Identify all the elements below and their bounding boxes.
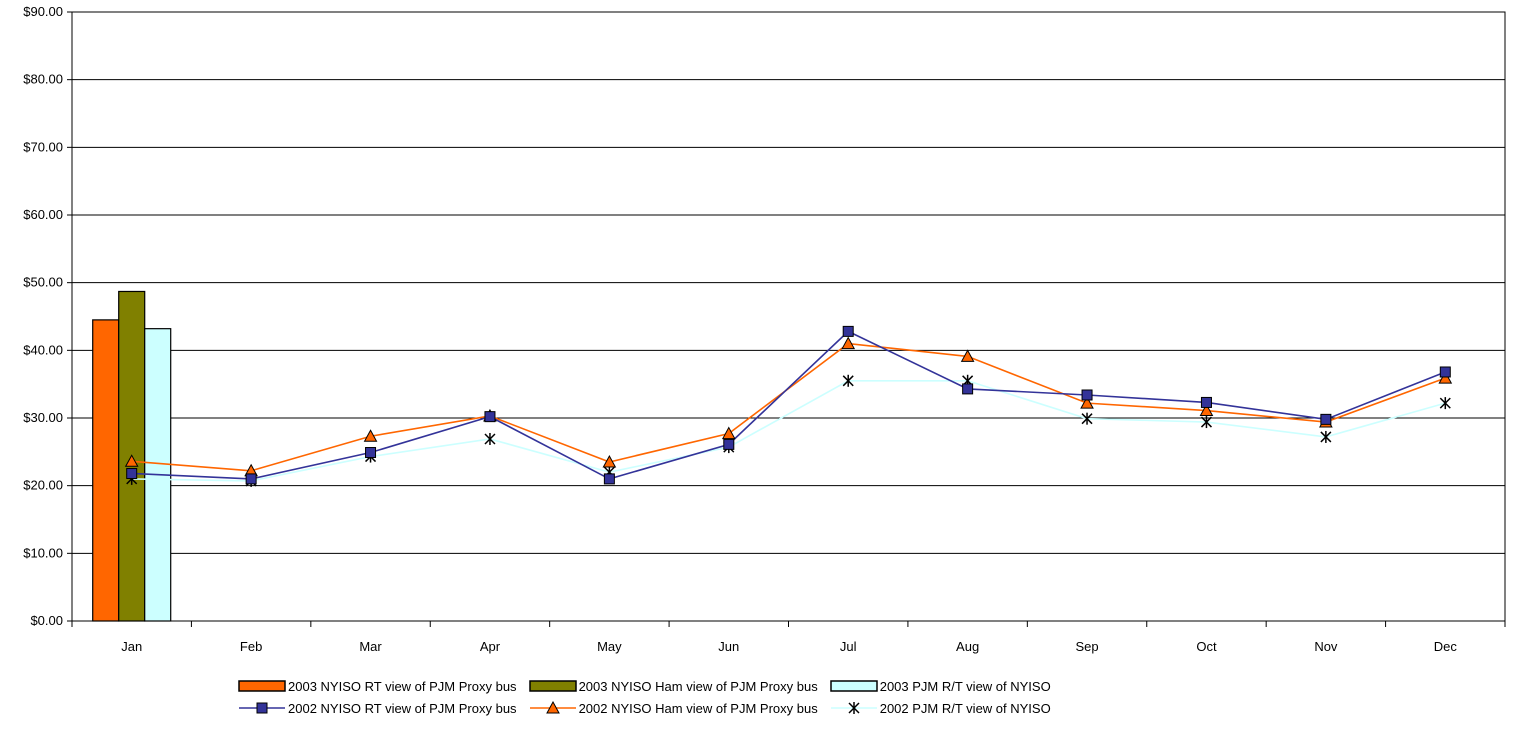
legend-swatch-line-2 <box>830 702 877 714</box>
x-tick-label: Feb <box>240 639 262 654</box>
marker-point <box>1439 397 1451 410</box>
legend-label-line-1: 2002 NYISO Ham view of PJM Proxy bus <box>578 700 818 716</box>
marker-point <box>484 432 496 445</box>
legend-row-lines: 2002 NYISO RT view of PJM Proxy bus 2002… <box>238 699 1063 717</box>
x-tick-label: Jun <box>718 639 739 654</box>
x-tick-label: Mar <box>359 639 382 654</box>
y-tick-label: $50.00 <box>23 275 63 290</box>
legend-swatch-bar-0 <box>238 680 286 692</box>
lines <box>131 330 1446 482</box>
marker-point <box>960 349 975 362</box>
marker-point <box>1199 403 1214 417</box>
x-tick-label: Apr <box>480 639 501 654</box>
axes <box>67 11 1506 627</box>
legend-swatch-bar-2 <box>829 680 878 692</box>
x-tick-label: Jan <box>121 639 142 654</box>
y-tick-label: $20.00 <box>23 478 63 493</box>
marker-point <box>484 411 496 423</box>
marker-point <box>1439 366 1451 378</box>
marker-point <box>962 383 974 395</box>
legend-row-bars: 2003 NYISO RT view of PJM Proxy bus 2003… <box>238 677 1063 695</box>
marker-point <box>363 429 378 442</box>
y-tick-label: $80.00 <box>23 72 63 87</box>
x-tick-label: May <box>597 639 622 654</box>
marker-point <box>1200 416 1212 429</box>
x-tick-label: Sep <box>1075 639 1098 654</box>
bar <box>92 319 120 622</box>
x-tick-label: Nov <box>1314 639 1338 654</box>
marker-point <box>126 467 138 479</box>
x-tick-label: Oct <box>1196 639 1217 654</box>
legend-item-line-1: 2002 NYISO Ham view of PJM Proxy bus <box>529 701 818 716</box>
y-tick-label: $60.00 <box>23 207 63 222</box>
x-tick-label: Aug <box>956 639 979 654</box>
markers <box>124 325 1453 487</box>
marker-point <box>124 454 139 467</box>
marker-point <box>1081 412 1093 425</box>
series-line <box>131 379 1446 482</box>
marker-point <box>723 438 735 450</box>
legend-label-line-2: 2002 PJM R/T view of NYISO <box>879 700 1051 716</box>
y-tick-label: $30.00 <box>23 410 63 425</box>
legend-label-line-0: 2002 NYISO RT view of PJM Proxy bus <box>288 700 517 716</box>
x-tick-label: Jul <box>840 639 857 654</box>
marker-point <box>365 447 377 459</box>
series-line <box>131 330 1446 480</box>
marker-point <box>842 374 854 387</box>
x-tick-label: Dec <box>1434 639 1458 654</box>
marker-point <box>842 325 854 337</box>
marker-point <box>721 426 736 440</box>
legend-swatch-line-1 <box>529 701 576 714</box>
y-tick-label: $10.00 <box>23 545 63 560</box>
marker-point <box>603 473 615 485</box>
y-tick-label: $90.00 <box>23 4 63 19</box>
gridlines <box>72 79 1505 554</box>
legend-swatch-line-0 <box>239 702 285 714</box>
marker-point <box>602 454 617 468</box>
legend-label-bar-2: 2003 PJM R/T view of NYISO <box>879 678 1051 694</box>
marker-point <box>245 473 257 485</box>
legend-label-bar-0: 2003 NYISO RT view of PJM Proxy bus <box>288 678 517 694</box>
legend-item-bar-0: 2003 NYISO RT view of PJM Proxy bus <box>238 679 517 694</box>
marker-point <box>1320 430 1332 443</box>
marker-point <box>1080 396 1094 409</box>
legend-item-line-0: 2002 NYISO RT view of PJM Proxy bus <box>238 701 517 716</box>
plot-area <box>71 11 1506 622</box>
legend-item-line-2: 2002 PJM R/T view of NYISO <box>830 701 1051 716</box>
y-tick-label: $40.00 <box>23 342 63 357</box>
marker-point <box>841 336 856 350</box>
marker-point <box>1081 389 1093 401</box>
y-tick-label: $0.00 <box>30 613 63 628</box>
marker-point <box>1200 396 1212 408</box>
tick-labels: $0.00 $10.00 $20.00 $30.00 $40.00 $50.00 $60.0… <box>23 4 1457 654</box>
legend-label-bar-1: 2003 NYISO Ham view of PJM Proxy bus <box>578 678 818 694</box>
legend-swatch-bar-1 <box>528 680 577 692</box>
legend-item-bar-2: 2003 PJM R/T view of NYISO <box>829 678 1051 694</box>
marker-point <box>1438 371 1453 384</box>
marker-point <box>1320 413 1332 425</box>
legend-item-bar-1: 2003 NYISO Ham view of PJM Proxy bus <box>528 678 818 694</box>
y-tick-label: $70.00 <box>23 139 63 154</box>
